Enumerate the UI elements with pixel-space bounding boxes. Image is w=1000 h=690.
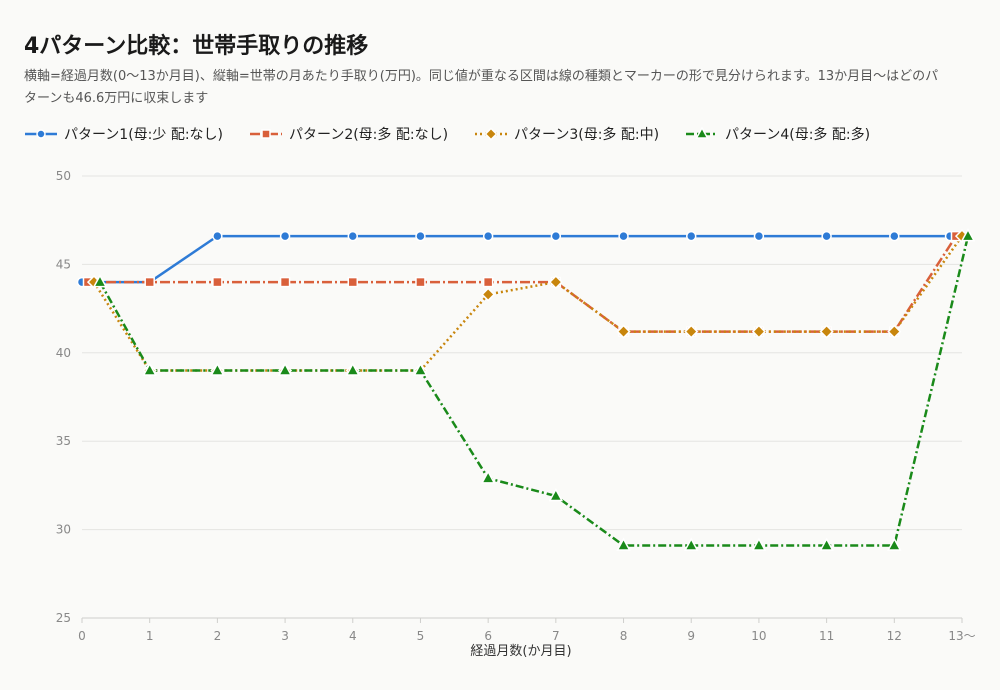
y-tick-label: 50 <box>56 169 71 183</box>
x-tick-label: 6 <box>484 629 492 643</box>
data-point <box>889 230 900 242</box>
y-tick-label: 25 <box>56 611 71 625</box>
data-point <box>36 129 46 139</box>
data-point <box>277 362 293 376</box>
data-point <box>345 362 361 376</box>
data-point <box>751 537 767 551</box>
data-point <box>887 537 902 551</box>
data-point <box>960 228 976 242</box>
y-tick-label: 30 <box>56 523 71 537</box>
grid-lines <box>82 175 962 619</box>
data-point <box>482 276 494 288</box>
series-line <box>98 235 970 547</box>
data-point <box>142 362 157 376</box>
x-tick-label: 10 <box>751 629 766 643</box>
data-point <box>819 537 834 551</box>
data-point <box>548 275 563 290</box>
data-point <box>684 324 699 339</box>
legend-item: パターン4(母:多 配:多) <box>685 124 870 144</box>
x-tick-label: 7 <box>552 629 560 643</box>
series-markers <box>76 228 976 551</box>
data-point <box>261 129 271 139</box>
data-point <box>279 276 291 288</box>
x-tick-label: 12 <box>887 629 902 643</box>
chart-title: 4パターン比較：世帯手取りの推移 <box>24 34 369 59</box>
y-tick-label: 45 <box>56 257 71 271</box>
x-tick-label: 3 <box>281 629 289 643</box>
legend-label: パターン1(母:少 配:なし) <box>64 127 224 143</box>
x-tick-label: 11 <box>819 629 834 643</box>
data-point <box>415 230 426 242</box>
series-lines <box>82 234 970 547</box>
data-point <box>484 127 498 141</box>
legend: パターン1(母:少 配:なし) パターン2(母:多 配:なし) パターン3(母:多 … <box>24 124 870 144</box>
data-point <box>347 230 359 242</box>
x-tick-label: 9 <box>687 629 695 643</box>
data-point <box>887 324 902 339</box>
data-point <box>548 487 564 502</box>
data-point <box>695 127 709 139</box>
data-point <box>92 274 108 288</box>
data-point <box>415 276 426 288</box>
x-axis-label: 経過月数(か月目) <box>470 644 571 659</box>
data-point <box>480 470 496 484</box>
data-point <box>616 324 631 339</box>
legend-item: パターン2(母:多 配:なし) <box>249 124 448 144</box>
y-tick-label: 40 <box>56 346 71 360</box>
chart-subtitle: 横軸=経過月数(0〜13か月目)、縦軸=世帯の月あたり手取り(万円)。同じ値が重… <box>24 69 939 106</box>
legend-swatch <box>475 127 508 141</box>
data-point <box>751 324 766 339</box>
data-point <box>685 230 697 242</box>
data-point <box>144 276 155 288</box>
x-tick-label: 5 <box>417 629 425 643</box>
data-point <box>481 287 496 302</box>
x-tick-label: 2 <box>214 629 222 643</box>
data-point <box>618 230 629 242</box>
series-line <box>82 234 950 284</box>
data-point <box>212 230 223 242</box>
legend-label: パターン2(母:多 配:なし) <box>289 127 449 143</box>
data-point <box>683 537 699 551</box>
data-point <box>210 362 225 376</box>
x-tick-label: 1 <box>146 629 154 643</box>
legend-swatch <box>25 129 57 139</box>
x-tick-label: 0 <box>78 629 86 643</box>
legend-label: パターン4(母:多 配:多) <box>725 127 871 143</box>
legend-item: パターン1(母:少 配:なし) <box>24 124 223 144</box>
data-point <box>616 537 631 551</box>
legend-swatch <box>686 127 719 139</box>
data-point <box>819 324 834 339</box>
x-tick-label: 8 <box>620 629 628 643</box>
data-point <box>482 230 494 242</box>
data-point <box>753 230 765 242</box>
x-tick-label: 13〜 <box>948 629 975 643</box>
y-tick-label: 35 <box>56 434 71 448</box>
legend-item: パターン3(母:多 配:中) <box>474 124 659 144</box>
data-point <box>279 230 291 242</box>
x-tick-label: 4 <box>349 629 357 643</box>
data-point <box>347 276 359 288</box>
legend-label: パターン3(母:多 配:中) <box>514 127 660 143</box>
data-point <box>550 230 562 242</box>
series-line <box>92 235 964 372</box>
legend-swatch <box>250 129 283 139</box>
data-point <box>413 362 428 376</box>
data-point <box>821 230 832 242</box>
data-point <box>212 276 223 288</box>
